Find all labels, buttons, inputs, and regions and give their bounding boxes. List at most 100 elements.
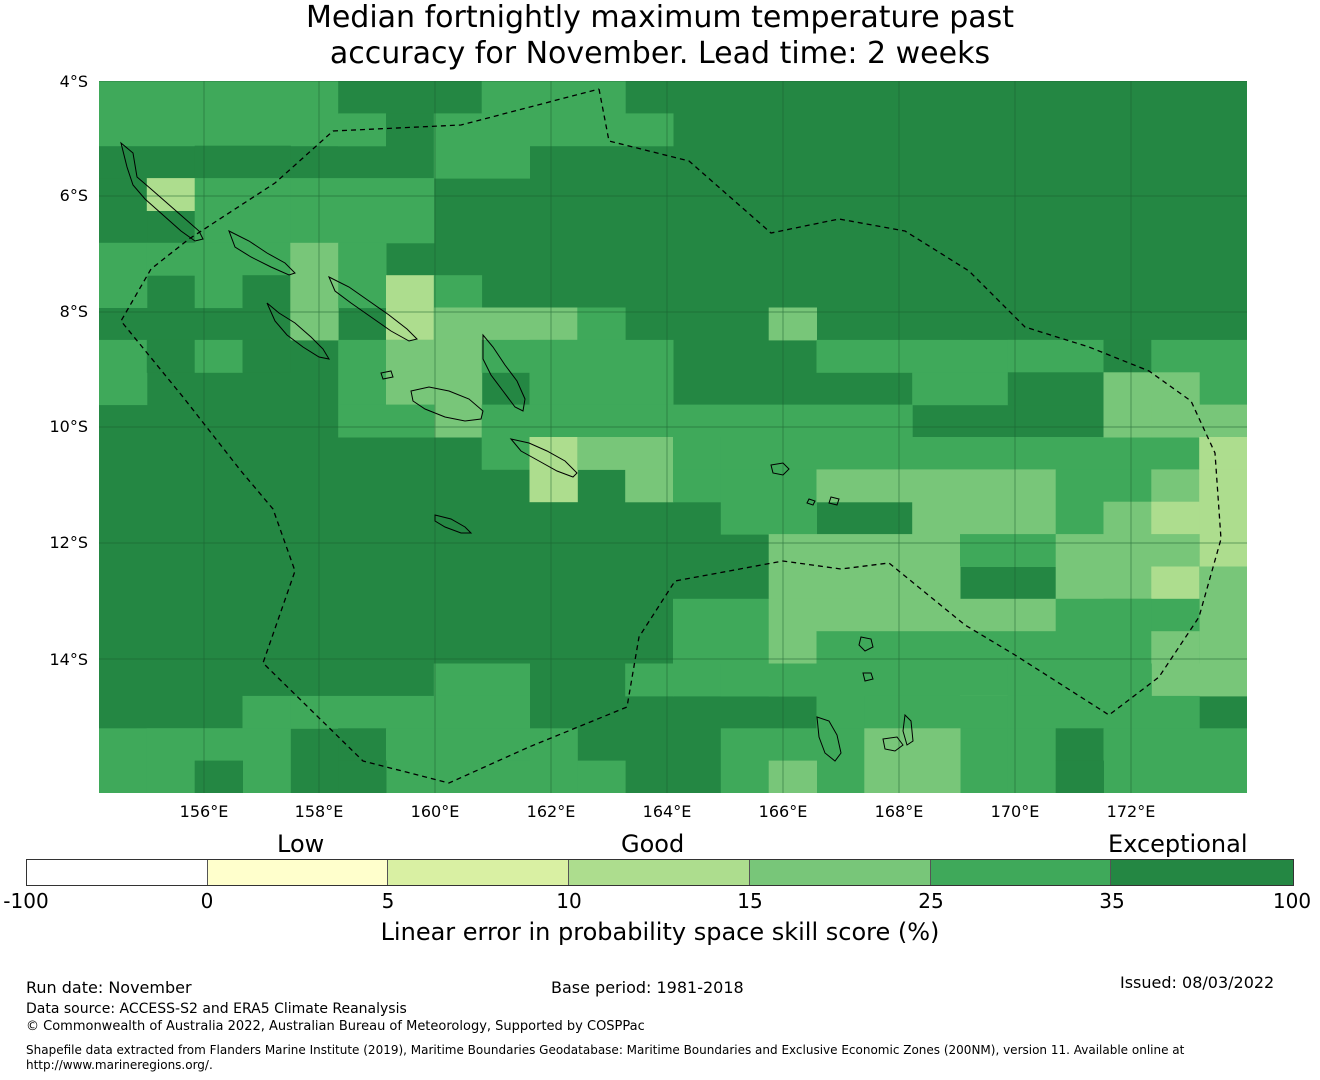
skill-cell bbox=[673, 437, 722, 470]
skill-cell bbox=[481, 760, 530, 793]
skill-cell bbox=[816, 469, 913, 503]
skill-cell bbox=[1151, 404, 1247, 438]
data-source: Data source: ACCESS-S2 and ERA5 Climate … bbox=[26, 1001, 407, 1017]
base-period: Base period: 1981-2018 bbox=[551, 978, 744, 997]
skill-cell bbox=[720, 663, 770, 697]
skill-cell bbox=[1007, 339, 1104, 373]
skill-cell bbox=[816, 566, 961, 600]
island-santa-isabel bbox=[328, 275, 418, 342]
island-efate bbox=[902, 713, 914, 746]
colorbar-tick: 100 bbox=[1272, 889, 1312, 913]
colorbar-tick: -100 bbox=[3, 889, 49, 913]
skill-cell bbox=[1103, 695, 1200, 729]
island-malaita bbox=[482, 333, 526, 412]
skill-cell bbox=[864, 695, 1009, 729]
colorbar-segment bbox=[388, 860, 570, 885]
skill-cell bbox=[1103, 404, 1152, 438]
lat-label-4s: 4°S bbox=[59, 72, 88, 91]
skill-cell bbox=[960, 728, 1009, 793]
coastlines bbox=[120, 141, 914, 762]
lon-label-164e: 164°E bbox=[642, 802, 692, 821]
lon-label-168e: 168°E bbox=[874, 802, 924, 821]
island-small-1 bbox=[828, 496, 840, 506]
lat-label-10s: 10°S bbox=[49, 417, 88, 436]
skill-cell bbox=[1103, 372, 1200, 406]
run-date: Run date: November bbox=[26, 978, 192, 997]
map-title-line2: accuracy for November. Lead time: 2 week… bbox=[329, 36, 991, 71]
legend-category-low: Low bbox=[277, 830, 325, 858]
colorbar-title: Linear error in probability space skill … bbox=[380, 918, 940, 946]
lon-label-170e: 170°E bbox=[990, 802, 1040, 821]
legend-category-exceptional: Exceptional bbox=[1108, 830, 1248, 858]
skill-cell bbox=[338, 242, 387, 276]
skill-cell bbox=[386, 113, 435, 179]
island-guadalcanal bbox=[410, 386, 484, 422]
skill-cell bbox=[146, 339, 196, 373]
skill-cell bbox=[433, 113, 530, 147]
island-small-4 bbox=[380, 370, 394, 380]
skill-cell bbox=[146, 242, 243, 276]
lat-label-8s: 8°S bbox=[59, 302, 88, 321]
skill-cell bbox=[242, 695, 291, 729]
skill-cell bbox=[290, 178, 435, 244]
skill-cell bbox=[816, 339, 961, 373]
skill-cell bbox=[242, 728, 291, 793]
lon-label-162e: 162°E bbox=[526, 802, 576, 821]
lat-label-12s: 12°S bbox=[49, 533, 88, 552]
colorbar bbox=[26, 859, 1294, 886]
skill-cell bbox=[529, 728, 578, 793]
skill-cell bbox=[912, 372, 1009, 406]
skill-cell bbox=[386, 275, 435, 341]
skill-cell bbox=[290, 242, 339, 276]
colorbar-tick: 15 bbox=[737, 889, 763, 913]
island-ambae bbox=[858, 636, 874, 652]
colorbar-tick: 25 bbox=[918, 889, 944, 913]
copyright: © Commonwealth of Australia 2022, Austra… bbox=[26, 1019, 645, 1034]
island-santa-cruz bbox=[770, 462, 790, 476]
island-small-3 bbox=[862, 672, 874, 682]
skill-cell bbox=[1007, 728, 1057, 793]
graticule bbox=[99, 81, 1247, 793]
colorbar-segment bbox=[27, 860, 208, 885]
island-bougainville bbox=[120, 141, 204, 242]
skill-cell bbox=[720, 437, 817, 470]
island-new-georgia bbox=[266, 302, 331, 360]
island-makira bbox=[509, 438, 578, 478]
skill-cell bbox=[290, 695, 530, 729]
skill-cell bbox=[338, 404, 435, 438]
skill-cell bbox=[481, 404, 530, 470]
skill-cell bbox=[960, 534, 1057, 567]
skill-cell bbox=[433, 663, 483, 697]
skill-cell bbox=[481, 307, 578, 341]
skill-cell bbox=[194, 145, 291, 179]
skill-cell bbox=[1103, 339, 1152, 373]
colorbar-segment bbox=[1111, 860, 1294, 885]
skill-cell bbox=[768, 307, 817, 341]
map-title-line1: Median fortnightly maximum temperature p… bbox=[305, 0, 1015, 35]
skill-cell bbox=[481, 663, 530, 697]
skill-cell bbox=[338, 275, 387, 309]
skill-cell bbox=[577, 437, 674, 470]
skill-cell bbox=[1199, 534, 1247, 567]
lon-label-156e: 156°E bbox=[179, 802, 229, 821]
skill-cell bbox=[1199, 437, 1247, 470]
skill-cell bbox=[433, 145, 530, 179]
skill-cell bbox=[1055, 728, 1104, 762]
island-espiritu-santo bbox=[816, 716, 842, 762]
lon-label-158e: 158°E bbox=[294, 802, 344, 821]
skill-cell bbox=[99, 242, 148, 308]
skill-cell bbox=[290, 275, 339, 341]
skill-cell bbox=[338, 760, 387, 793]
lon-label-166e: 166°E bbox=[758, 802, 808, 821]
skill-cell bbox=[386, 728, 483, 793]
colorbar-tick: 5 bbox=[381, 889, 395, 913]
island-small-2 bbox=[806, 498, 816, 506]
skill-cell bbox=[768, 663, 817, 697]
skill-cell bbox=[1151, 501, 1200, 535]
skill-cell bbox=[1199, 566, 1247, 665]
skill-cell bbox=[912, 469, 1057, 535]
island-rennell bbox=[434, 514, 473, 534]
skill-cell bbox=[99, 178, 148, 244]
island-malekula bbox=[882, 736, 904, 752]
skill-cell bbox=[1103, 728, 1200, 793]
